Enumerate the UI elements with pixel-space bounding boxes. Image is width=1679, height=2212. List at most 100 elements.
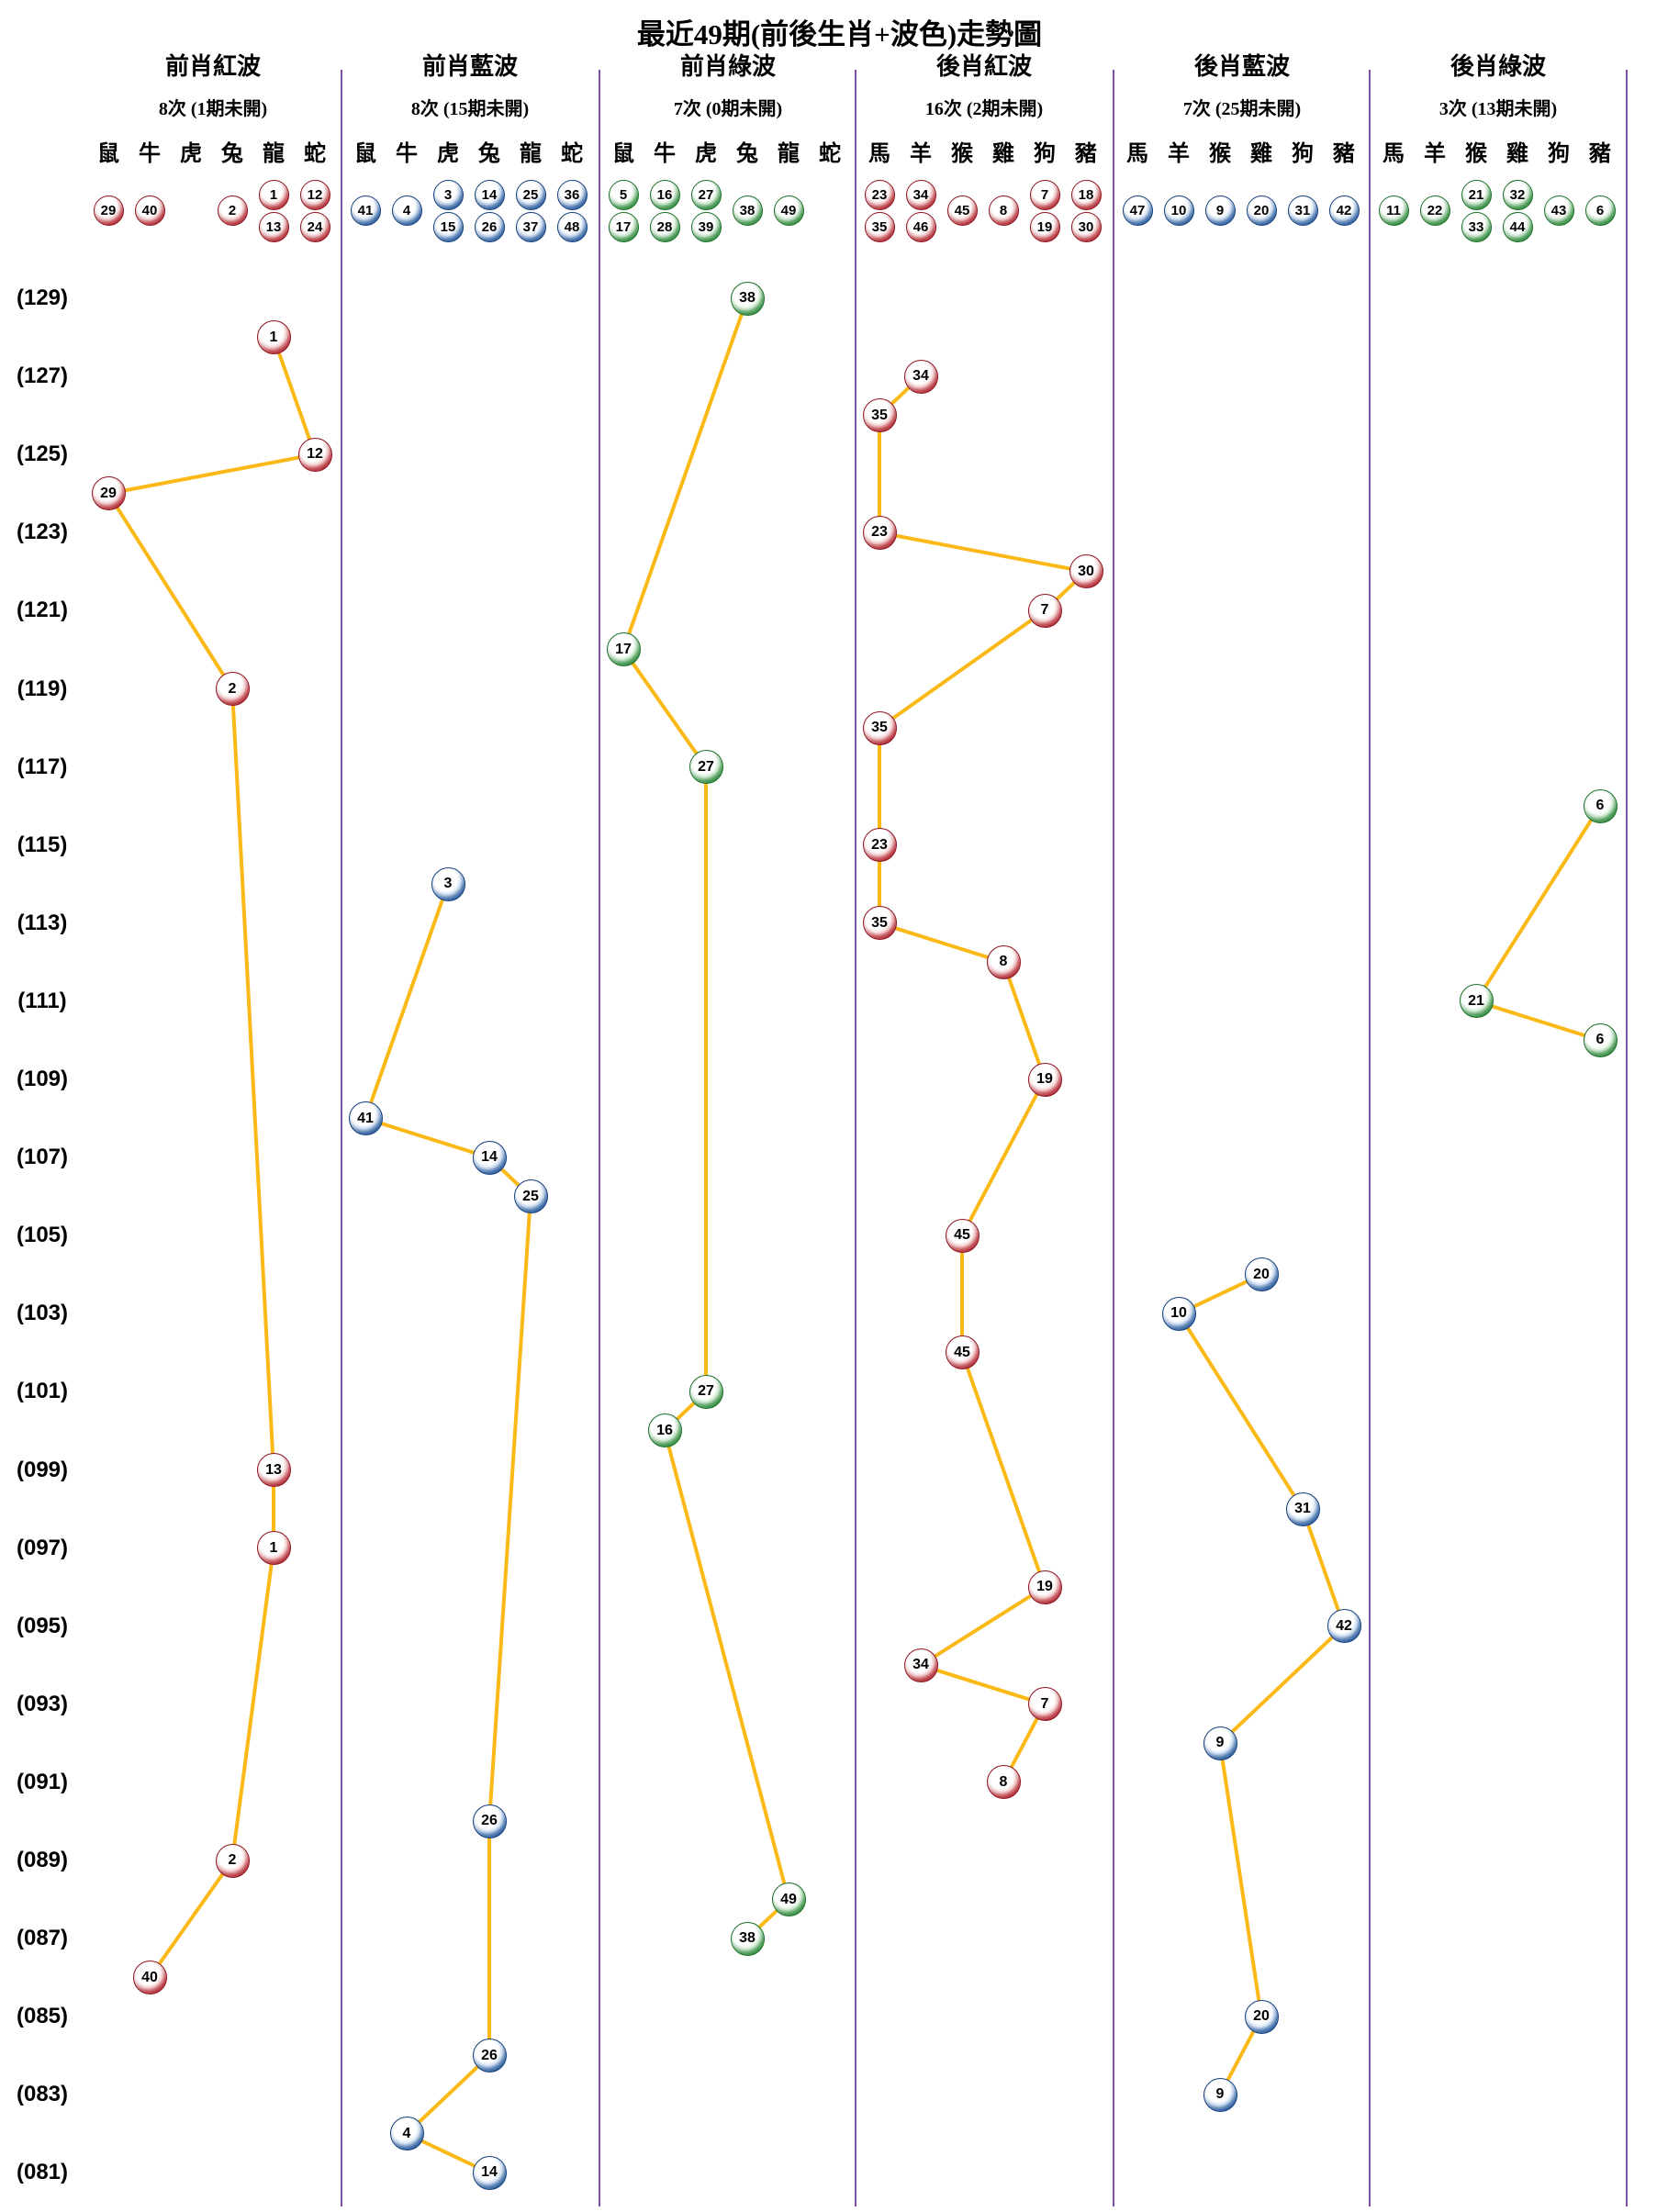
zodiac-label-1-4: 兔 <box>221 142 243 166</box>
column-title-3: 前肖綠波 <box>679 53 776 80</box>
period-label-085: (085) <box>16 2004 69 2029</box>
column-count-5: 7次 (25期未開) <box>1182 99 1302 119</box>
trend-ball-前肖綠波-16-100: 16 <box>647 1413 682 1448</box>
period-label-119: (119) <box>17 676 68 701</box>
header-ball: 47 <box>1122 195 1153 226</box>
header-ball: 4 <box>391 195 422 226</box>
zodiac-label-1-2: 牛 <box>139 142 161 166</box>
period-label-113: (113) <box>17 910 68 935</box>
period-label-083: (083) <box>16 2082 69 2107</box>
trend-ball-前肖藍波-3-114: 3 <box>431 866 465 901</box>
trend-ball-前肖綠波-38-87: 38 <box>730 1921 765 1956</box>
zodiac-label-6-3: 猴 <box>1465 142 1487 166</box>
period-label-111: (111) <box>17 988 67 1013</box>
zodiac-label-3-1: 鼠 <box>612 142 634 166</box>
header-ball: 6 <box>1584 195 1616 226</box>
trend-ball-前肖紅波-13-99: 13 <box>256 1453 291 1487</box>
trend-ball-前肖綠波-27-101: 27 <box>688 1374 723 1409</box>
trend-polyline-2 <box>364 882 532 2175</box>
header-ball: 10 <box>1163 195 1194 226</box>
period-label-097: (097) <box>16 1535 69 1560</box>
trend-ball-後肖藍波-9-92: 9 <box>1203 1726 1237 1760</box>
header-ball: 1 <box>258 179 289 210</box>
trend-ball-後肖紅波-35-126: 35 <box>862 398 897 433</box>
header-ball: 2 <box>217 195 248 226</box>
header-ball: 18 <box>1070 179 1102 210</box>
zodiac-label-2-2: 牛 <box>396 142 418 166</box>
zodiac-label-2-1: 鼠 <box>354 142 376 166</box>
page-title: 最近49期(前後生肖+波色)走勢圖 <box>636 18 1043 50</box>
trend-ball-後肖藍波-10-103: 10 <box>1161 1296 1196 1331</box>
header-ball: 7 <box>1029 179 1060 210</box>
period-label-123: (123) <box>16 519 69 545</box>
zodiac-label-3-4: 兔 <box>736 142 758 166</box>
trend-ball-後肖綠波-21-111: 21 <box>1459 984 1494 1019</box>
trend-ball-前肖藍波-4-82: 4 <box>389 2117 424 2151</box>
header-ball: 12 <box>299 179 330 210</box>
column-count-4: 16次 (2期未開) <box>924 99 1044 119</box>
period-label-127: (127) <box>16 363 69 389</box>
period-label-105: (105) <box>16 1223 69 1248</box>
trend-ball-前肖藍波-25-106: 25 <box>513 1179 548 1214</box>
header-ball: 24 <box>299 211 330 242</box>
period-label-117: (117) <box>17 754 68 779</box>
trend-ball-前肖藍波-41-108: 41 <box>348 1101 383 1136</box>
header-ball: 29 <box>93 195 124 226</box>
trend-ball-後肖藍波-20-104: 20 <box>1244 1257 1279 1292</box>
period-label-121: (121) <box>16 598 69 623</box>
zodiac-label-1-5: 龍 <box>263 142 285 166</box>
period-label-091: (091) <box>16 1769 69 1794</box>
trend-ball-前肖紅波-2-89: 2 <box>215 1843 250 1878</box>
trend-ball-後肖紅波-23-123: 23 <box>862 515 897 550</box>
period-label-125: (125) <box>16 441 69 467</box>
header-ball: 37 <box>515 211 546 242</box>
trend-ball-前肖紅波-40-86: 40 <box>132 1961 167 1995</box>
period-label-107: (107) <box>16 1145 69 1170</box>
trend-ball-前肖藍波-26-90: 26 <box>472 1804 507 1838</box>
trend-ball-後肖紅波-7-93: 7 <box>1027 1687 1062 1722</box>
zodiac-label-2-3: 虎 <box>437 142 459 166</box>
trend-ball-前肖紅波-1-128: 1 <box>256 320 291 355</box>
zodiac-label-4-3: 猴 <box>951 142 973 166</box>
header-ball: 43 <box>1543 195 1574 226</box>
column-count-6: 3次 (13期未開) <box>1438 99 1558 119</box>
trend-ball-後肖紅波-19-109: 19 <box>1027 1062 1062 1097</box>
header-ball: 15 <box>432 211 464 242</box>
zodiac-label-2-6: 蛇 <box>561 142 583 166</box>
trend-ball-前肖紅波-29-124: 29 <box>91 476 126 511</box>
trend-ball-後肖綠波-6-110: 6 <box>1583 1022 1617 1057</box>
zodiac-label-4-1: 馬 <box>868 142 890 166</box>
column-count-2: 8次 (15期未開) <box>410 99 530 119</box>
trend-ball-前肖紅波-2-119: 2 <box>215 672 250 706</box>
header-ball: 45 <box>946 195 978 226</box>
header-ball: 42 <box>1328 195 1360 226</box>
header-ball: 21 <box>1461 179 1492 210</box>
header-ball: 16 <box>649 179 680 210</box>
zodiac-label-1-3: 虎 <box>180 142 202 166</box>
zodiac-label-6-2: 羊 <box>1424 142 1446 166</box>
period-label-081: (081) <box>16 2160 69 2185</box>
zodiac-label-4-4: 雞 <box>992 142 1014 166</box>
header-ball: 25 <box>515 179 546 210</box>
header-ball: 33 <box>1461 211 1492 242</box>
zodiac-label-6-1: 馬 <box>1382 142 1405 166</box>
period-label-099: (099) <box>16 1457 69 1482</box>
header-ball: 36 <box>556 179 588 210</box>
trend-ball-後肖紅波-8-91: 8 <box>986 1765 1021 1800</box>
header-ball: 20 <box>1246 195 1277 226</box>
header-ball: 3 <box>432 179 464 210</box>
zodiac-label-5-3: 猴 <box>1209 142 1231 166</box>
zodiac-label-3-3: 虎 <box>695 142 717 166</box>
zodiac-label-6-4: 雞 <box>1506 142 1528 166</box>
period-label-129: (129) <box>16 285 69 310</box>
trend-ball-後肖紅波-34-127: 34 <box>903 359 938 394</box>
trend-ball-後肖紅波-23-115: 23 <box>862 828 897 863</box>
column-title-6: 後肖綠波 <box>1450 53 1546 80</box>
header-ball: 46 <box>905 211 936 242</box>
column-title-4: 後肖紅波 <box>935 53 1032 80</box>
header-ball: 34 <box>905 179 936 210</box>
header-ball: 35 <box>864 211 895 242</box>
header-ball: 17 <box>608 211 639 242</box>
